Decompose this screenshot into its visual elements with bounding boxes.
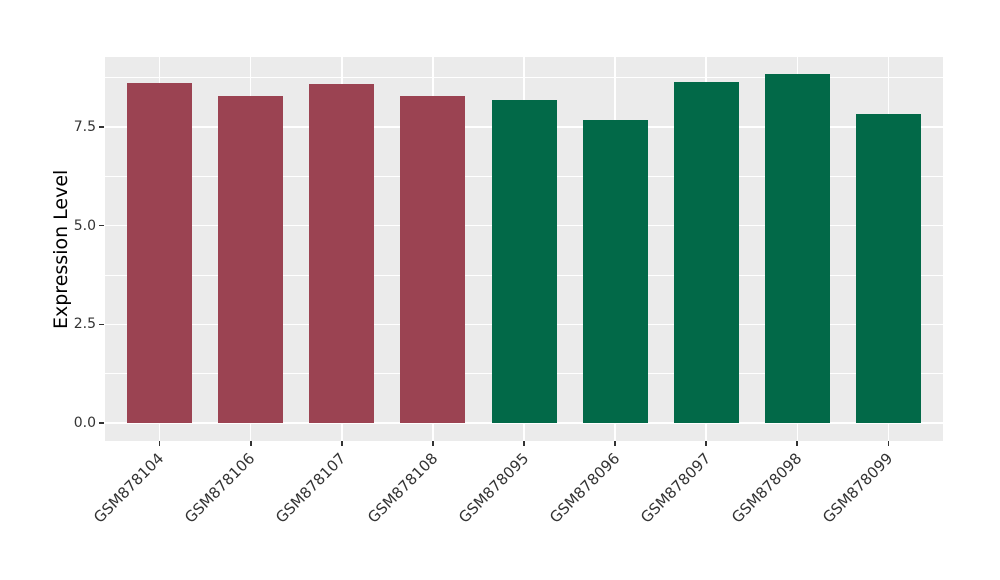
bar-GSM878097: [673, 82, 739, 423]
y-tick-mark: [99, 126, 104, 128]
bar-GSM878099: [855, 114, 921, 423]
y-tick-label: 5.0: [73, 217, 96, 234]
bar-GSM878104: [127, 83, 193, 423]
bar-GSM878107: [309, 83, 375, 423]
x-tick-mark: [341, 441, 343, 446]
x-tick-label-text: GSM878099: [819, 449, 897, 527]
y-tick-label: 2.5: [73, 316, 96, 333]
x-tick-mark: [523, 441, 525, 446]
x-tick-mark: [614, 441, 616, 446]
bar-GSM878106: [218, 96, 284, 423]
x-tick-mark: [796, 441, 799, 446]
x-tick-mark: [705, 441, 707, 446]
y-tick-label: 7.5: [73, 118, 96, 135]
x-tick-mark: [432, 441, 434, 446]
x-tick-mark: [887, 441, 890, 446]
y-tick-mark: [99, 323, 104, 326]
x-tick-label: GSM878099: [764, 449, 896, 526]
bar-GSM878095: [491, 100, 557, 423]
y-tick-mark: [99, 224, 104, 227]
x-tick-mark: [158, 441, 161, 446]
x-tick-mark: [249, 441, 252, 446]
bar-GSM878096: [582, 120, 648, 423]
y-tick-mark: [99, 422, 104, 424]
y-tick-label: 0.0: [73, 415, 96, 431]
bar-GSM878098: [764, 73, 830, 423]
bar-GSM878108: [400, 96, 466, 423]
plot-panel: [105, 57, 943, 441]
y-axis-title: Expression Level: [50, 169, 72, 329]
